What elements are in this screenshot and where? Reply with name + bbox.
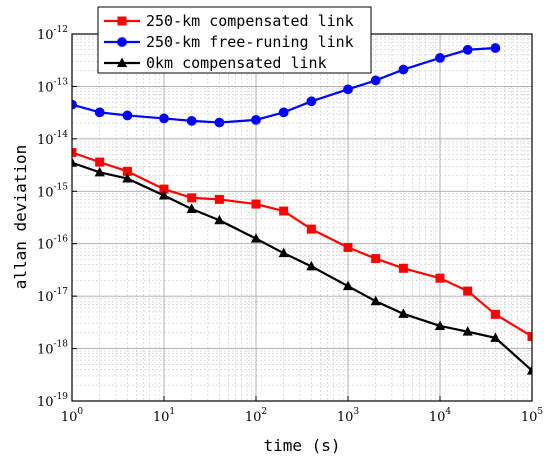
legend-label: 0km compensated link [146,54,327,72]
data-point [122,166,132,176]
data-point [122,110,133,121]
x-tick-label: 101 [153,407,175,425]
legend-entry: 0km compensated link [104,54,327,72]
data-point [490,43,501,53]
y-axis-label: allan deviation [11,145,30,290]
data-point [278,247,289,258]
y-tick-label: 10-14 [37,130,68,148]
data-point [279,206,289,216]
data-point [186,203,197,213]
data-point [187,193,197,203]
data-point [72,147,77,157]
data-point [490,332,501,342]
data-point [435,53,445,63]
y-tick-label: 10-19 [37,392,68,410]
data-point [159,113,169,124]
data-point [398,64,409,75]
data-point [526,365,532,375]
data-point [158,190,170,200]
legend-label: 250-km free-runing link [146,33,354,51]
data-point [72,157,78,167]
data-point [398,308,409,318]
legend-entry: 250-km compensated link [104,12,354,30]
x-tick-label: 105 [521,407,544,425]
data-point [186,116,197,126]
data-point [250,233,262,243]
x-axis-label: time (s) [263,436,340,455]
data-point [370,75,381,86]
y-tick-label: 10-12 [37,25,68,43]
legend-swatch-marker [116,57,128,67]
data-point [122,173,133,183]
y-tick-label: 10-17 [37,287,68,305]
data-point [214,117,225,128]
data-point [435,273,445,283]
data-point [490,309,500,319]
series-line [72,161,532,372]
data-point [342,280,354,291]
data-point [251,114,261,125]
data-point [214,214,225,225]
data-point [159,184,169,194]
series-3 [72,157,532,375]
legend-swatch-marker [117,16,127,26]
data-point [306,224,316,234]
data-point [306,96,317,107]
data-point [462,44,473,55]
y-tick-label: 10-18 [37,340,68,358]
series-1 [72,147,532,341]
data-point [527,331,532,341]
data-point [94,166,105,177]
data-point [278,107,289,118]
data-point [72,99,77,110]
x-axis: 100 101 102 103 104 105 [61,396,544,425]
minor-grid [72,34,532,401]
y-tick-label: 10-15 [37,182,68,200]
x-tick-label: 102 [245,407,267,425]
data-point [214,194,224,204]
data-point [463,286,473,296]
series-layer [72,43,532,375]
data-point [343,242,353,252]
data-point [251,199,261,209]
data-point [398,263,408,273]
legend-swatch-marker [117,37,127,47]
x-tick-label: 104 [429,407,452,425]
data-point [95,157,105,167]
legend-label: 250-km compensated link [146,12,354,30]
y-tick-label: 10-16 [37,235,68,253]
series-line [72,151,532,338]
legend-box [97,6,372,74]
data-point [371,254,381,264]
x-tick-label: 100 [61,407,84,425]
data-point [343,84,353,95]
data-point [306,260,317,271]
data-point [434,320,446,330]
y-axis: 10-19 10-18 10-17 10-16 10-15 10-14 10-13 10-12 [37,25,77,410]
legend-entry: 250-km free-runing link [104,33,354,51]
data-point [370,295,381,306]
x-tick-label: 103 [337,407,360,425]
data-point [94,107,105,118]
series-2 [72,43,501,128]
data-point [462,326,473,336]
legend: 250-km compensated link 250-km free-runin… [97,6,372,74]
y-tick-label: 10-13 [37,77,68,95]
